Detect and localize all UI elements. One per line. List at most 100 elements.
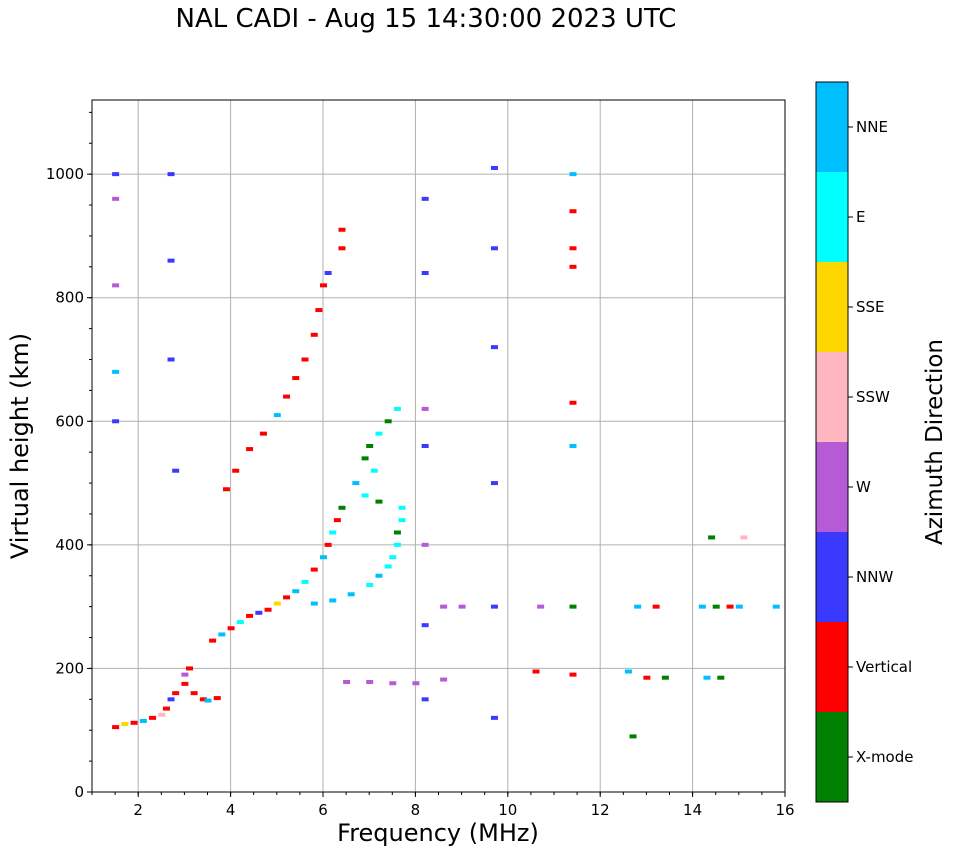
- echo-point: [726, 604, 734, 609]
- echo-point: [204, 698, 212, 703]
- colorbar-swatch: [816, 172, 848, 262]
- echo-point: [232, 468, 240, 473]
- echo-point: [310, 601, 318, 606]
- echo-point: [199, 697, 207, 702]
- y-tick-label: 0: [74, 783, 84, 801]
- echo-point: [569, 604, 577, 609]
- echo-point: [398, 518, 406, 523]
- echo-point: [458, 604, 466, 609]
- echo-point: [112, 725, 120, 730]
- echo-point: [490, 246, 498, 251]
- y-axis-label: Virtual height (km): [6, 333, 34, 559]
- echo-point: [361, 493, 369, 498]
- echo-point: [361, 456, 369, 461]
- echo-point: [301, 357, 309, 362]
- echo-point: [338, 505, 346, 510]
- echo-point: [370, 468, 378, 473]
- echo-point: [130, 720, 138, 725]
- echo-point: [292, 589, 300, 594]
- echo-point: [283, 394, 291, 399]
- echo-point: [698, 604, 706, 609]
- echo-point: [301, 579, 309, 584]
- echo-point: [421, 406, 429, 411]
- echo-point: [324, 271, 332, 275]
- y-tick-label: 1000: [46, 165, 84, 183]
- echo-point: [490, 481, 498, 486]
- echo-point: [629, 734, 637, 739]
- echo-point: [255, 610, 263, 615]
- echo-point: [112, 172, 120, 177]
- echo-point: [537, 604, 545, 609]
- echo-point: [273, 413, 281, 418]
- echo-point: [172, 691, 180, 696]
- echo-point: [366, 680, 374, 685]
- colorbar-swatch: [816, 352, 848, 442]
- echo-point: [320, 283, 327, 288]
- chart-title: NAL CADI - Aug 15 14:30:00 2023 UTC: [175, 4, 677, 34]
- echo-point: [227, 626, 235, 631]
- data-points: [112, 165, 780, 739]
- echo-point: [172, 468, 180, 473]
- echo-point: [393, 542, 401, 547]
- echo-point: [569, 672, 577, 677]
- echo-point: [393, 406, 401, 411]
- echo-point: [490, 345, 498, 350]
- colorbar-tick-label: Vertical: [856, 658, 912, 676]
- echo-point: [661, 675, 669, 680]
- echo-point: [421, 542, 429, 547]
- colorbar-swatch: [816, 442, 848, 532]
- echo-point: [643, 675, 651, 680]
- echo-point: [384, 564, 392, 569]
- echo-point: [652, 604, 660, 609]
- echo-point: [292, 376, 300, 381]
- echo-point: [532, 669, 540, 674]
- echo-point: [384, 419, 392, 424]
- x-tick-label: 12: [591, 801, 610, 819]
- colorbar-frame: [815, 81, 849, 803]
- echo-point: [264, 607, 272, 612]
- y-axis-ticks: 0 200 400 600 800 1000: [46, 111, 92, 801]
- echo-point: [412, 681, 420, 686]
- x-tick-label: 4: [226, 801, 236, 819]
- echo-point: [338, 246, 346, 251]
- echo-point: [440, 677, 448, 682]
- x-tick-label: 8: [411, 801, 421, 819]
- echo-point: [421, 697, 429, 702]
- echo-point: [333, 518, 341, 523]
- echo-point: [112, 419, 120, 424]
- echo-point: [273, 601, 281, 606]
- echo-point: [375, 573, 383, 578]
- echo-point: [624, 669, 632, 674]
- echo-point: [490, 715, 498, 720]
- echo-point: [393, 530, 401, 535]
- x-tick-label: 2: [133, 801, 143, 819]
- colorbar-swatch: [816, 622, 848, 712]
- echo-point: [320, 555, 327, 560]
- echo-point: [218, 632, 226, 637]
- echo-point: [112, 196, 120, 201]
- echo-point: [735, 604, 743, 609]
- echo-point: [222, 487, 230, 492]
- echo-point: [139, 718, 147, 723]
- echo-point: [389, 681, 397, 686]
- echo-point: [375, 431, 383, 436]
- echo-point: [158, 712, 166, 717]
- echo-point: [329, 530, 337, 535]
- echo-point: [569, 209, 577, 214]
- colorbar-swatch: [816, 712, 848, 802]
- echo-point: [634, 604, 642, 609]
- echo-point: [181, 672, 189, 677]
- x-tick-label: 14: [683, 801, 702, 819]
- echo-point: [703, 675, 711, 680]
- echo-point: [772, 604, 780, 609]
- colorbar-tick-label: NNE: [856, 118, 888, 136]
- echo-point: [310, 567, 318, 572]
- echo-point: [236, 620, 244, 625]
- echo-point: [246, 613, 254, 618]
- echo-point: [740, 535, 748, 540]
- echo-point: [310, 332, 318, 337]
- y-tick-label: 200: [55, 659, 84, 677]
- echo-point: [375, 499, 383, 504]
- echo-point: [186, 666, 194, 671]
- echo-point: [167, 258, 175, 263]
